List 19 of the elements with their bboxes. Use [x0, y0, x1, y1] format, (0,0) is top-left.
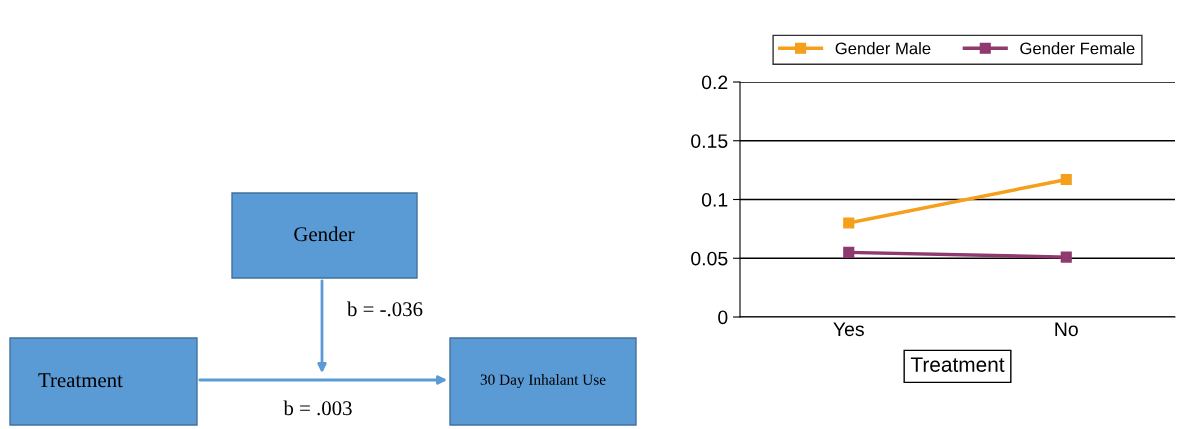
x-axis-title: Treatment — [910, 357, 1005, 372]
x-tick-label: Yes — [833, 322, 864, 337]
point — [843, 217, 855, 229]
y-tick-label: 0 — [718, 310, 728, 325]
legend-label: Gender Male — [835, 42, 931, 55]
text: b = -.036 — [347, 301, 423, 317]
y-tick-label: 0.2 — [701, 75, 728, 90]
y-tick-label: 0.1 — [701, 192, 728, 207]
point — [1060, 173, 1072, 186]
y-tick-label: 0.15 — [691, 134, 728, 148]
y-tick-label: 0.05 — [691, 251, 728, 266]
text: b = .003 — [283, 400, 352, 416]
point — [843, 246, 855, 258]
legend-label: Gender Female — [1020, 42, 1135, 55]
text: 30 Day Inhalant Use — [480, 374, 606, 388]
x-tick-label: No — [1055, 322, 1078, 337]
point — [1060, 251, 1072, 263]
text: Treatment — [38, 373, 123, 388]
text: Gender — [294, 226, 355, 242]
